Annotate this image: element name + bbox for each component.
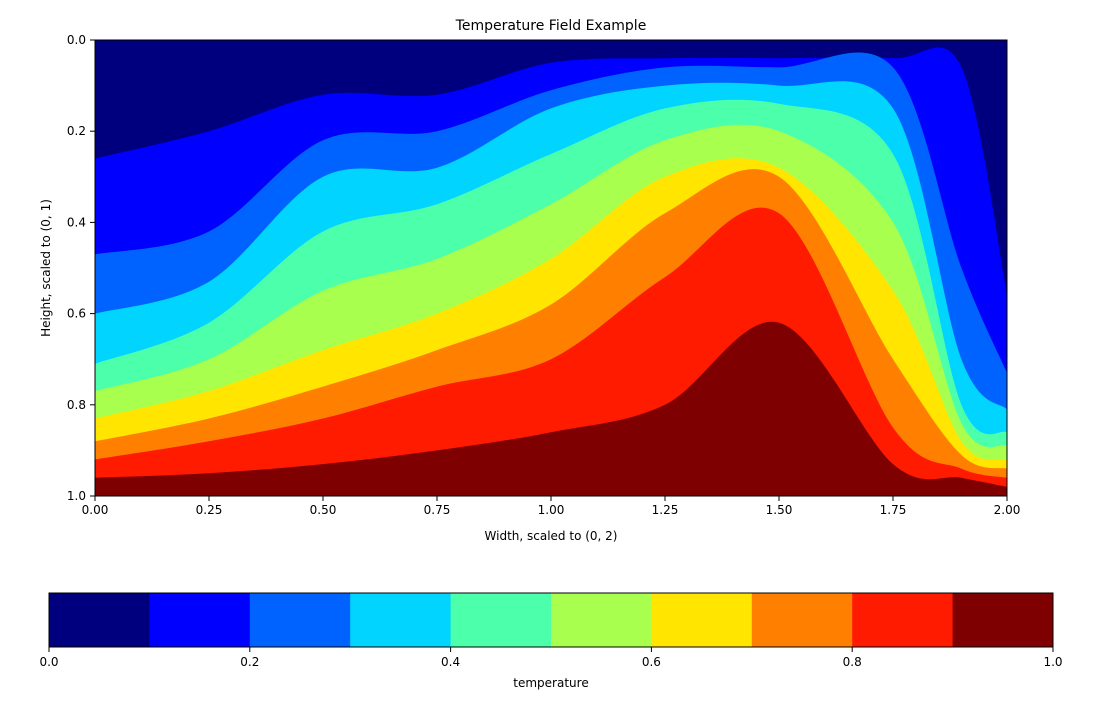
x-tick-label: 1.25 (652, 503, 679, 517)
colorbar-label: temperature (513, 676, 588, 690)
colorbar-tick-label: 0.0 (39, 655, 58, 669)
x-tick-label: 1.75 (880, 503, 907, 517)
colorbar-segment (350, 593, 452, 647)
y-tick-label: 0.2 (67, 124, 86, 138)
x-tick-label: 1.00 (538, 503, 565, 517)
plot-area (94, 39, 1008, 497)
y-tick-label: 0.8 (67, 398, 86, 412)
x-tick-label: 0.00 (82, 503, 109, 517)
colorbar-tick-label: 0.8 (843, 655, 862, 669)
colorbar-segment (49, 593, 150, 647)
colorbar-tick-label: 0.4 (441, 655, 460, 669)
x-tick-label: 2.00 (994, 503, 1021, 517)
colorbar-segment (149, 593, 251, 647)
colorbar-segment (651, 593, 753, 647)
colorbar-segment (450, 593, 552, 647)
x-tick-label: 1.50 (766, 503, 793, 517)
y-axis: 0.0 0.2 0.4 0.6 0.8 1.0 (67, 33, 95, 503)
y-tick-label: 0.6 (67, 307, 86, 321)
contour-band-9 (95, 321, 1007, 496)
colorbar-tick-label: 0.6 (642, 655, 661, 669)
x-tick-label: 0.50 (310, 503, 337, 517)
y-tick-label: 0.4 (67, 215, 86, 229)
x-axis-label: Width, scaled to (0, 2) (485, 529, 618, 543)
y-tick-label: 1.0 (67, 489, 86, 503)
y-axis-label: Height, scaled to (0, 1) (39, 199, 53, 337)
colorbar-segment (249, 593, 351, 647)
x-tick-label: 0.25 (196, 503, 223, 517)
colorbar-segment (952, 593, 1054, 647)
y-tick-label: 0.0 (67, 33, 86, 47)
colorbar-segment (551, 593, 652, 647)
colorbar: 0.0 0.2 0.4 0.6 0.8 1.0 (39, 592, 1063, 669)
colorbar-frame (48, 592, 1054, 648)
x-tick-label: 0.75 (424, 503, 451, 517)
colorbar-tick-label: 1.0 (1043, 655, 1062, 669)
colorbar-segment (852, 593, 954, 647)
chart-title: Temperature Field Example (455, 18, 647, 34)
colorbar-segment (751, 593, 853, 647)
colorbar-tick-label: 0.2 (240, 655, 259, 669)
x-axis: 0.00 0.25 0.50 0.75 1.00 1.25 1.50 1.75 2.00 (82, 496, 1021, 517)
